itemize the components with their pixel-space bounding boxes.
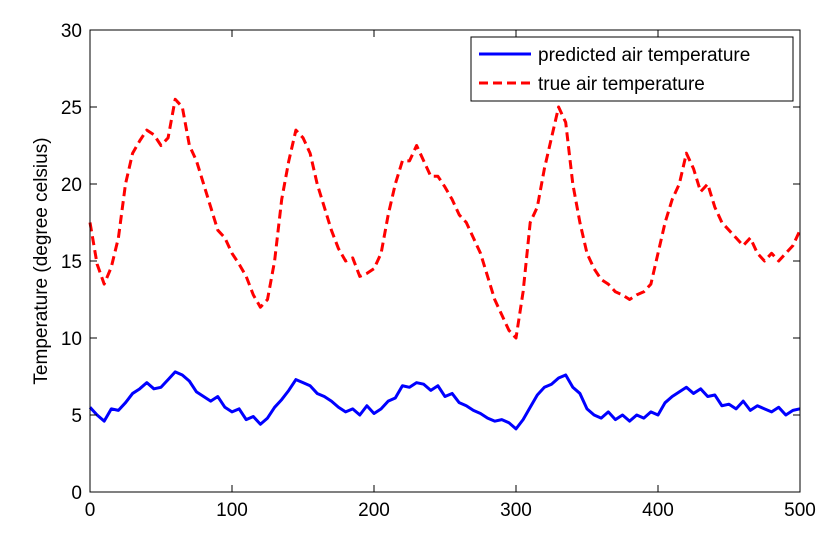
y-axis-title: Temperature (degree celsius) — [31, 137, 52, 384]
x-tick-label: 500 — [784, 500, 816, 521]
legend-box — [470, 36, 794, 102]
y-tick-label: 0 — [71, 483, 82, 504]
y-tick-label: 25 — [61, 98, 82, 119]
series-line-2 — [88, 97, 802, 340]
x-tick-label: 0 — [85, 500, 96, 521]
y-tick-label: 10 — [61, 329, 82, 350]
legend-label-1: predicted air temperature — [538, 45, 750, 66]
plot-background — [90, 30, 800, 492]
legend-label-2: true air temperature — [538, 74, 705, 95]
y-tick-label: 15 — [61, 252, 82, 273]
x-tick-label: 200 — [358, 500, 390, 521]
x-tick-label: 300 — [500, 500, 532, 521]
series-layer — [88, 97, 802, 431]
x-tick-label: 400 — [642, 500, 674, 521]
legend: predicted air temperature true air temper… — [470, 36, 794, 102]
y-tick-label: 30 — [61, 21, 82, 42]
series-line-1 — [88, 370, 801, 431]
y-tick-label: 5 — [71, 406, 82, 427]
y-tick-label: 20 — [61, 175, 82, 196]
x-tick-label: 100 — [216, 500, 248, 521]
axes-layer: 0 100 200 300 400 500 0 5 10 15 20 25 30 — [61, 21, 816, 521]
